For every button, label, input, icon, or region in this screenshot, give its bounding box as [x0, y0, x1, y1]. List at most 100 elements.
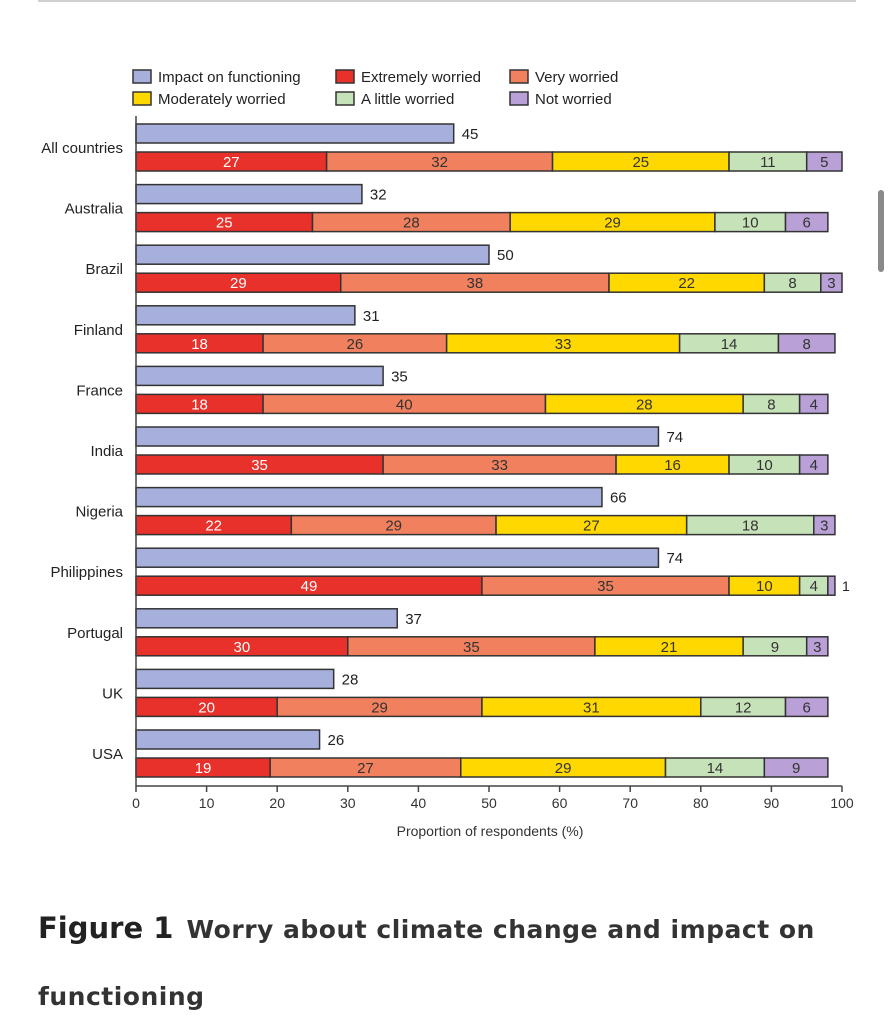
impact-bar	[135, 729, 321, 750]
segment-value-label: 35	[251, 457, 268, 474]
segment-value-label: 5	[820, 154, 828, 171]
segment-value-label: 6	[803, 699, 811, 716]
category-label: Australia	[65, 201, 124, 218]
impact-value-label: 32	[370, 187, 387, 204]
category-label: All countries	[41, 140, 123, 157]
segment-not-worried	[798, 454, 829, 475]
chart-legend: Impact on functioning Extremely worried Ve…	[132, 69, 618, 108]
segment-value-label: 18	[742, 518, 759, 535]
impact-value-label: 66	[610, 490, 627, 507]
impact-bar	[135, 244, 490, 265]
impact-value-label: 28	[342, 671, 359, 688]
segment-value-label: 6	[803, 215, 811, 232]
impact-value-label: 50	[497, 247, 514, 264]
segment-not-worried	[763, 757, 829, 778]
stacked-bar-chart: Impact on functioning Extremely worried Ve…	[41, 69, 854, 839]
segment-not-worried	[820, 272, 843, 293]
figure-label: Figure 1	[38, 911, 174, 945]
legend-swatch-not-worried	[509, 91, 529, 106]
segment-value-label: 35	[463, 639, 480, 656]
legend-swatch-impact-on-functioning	[132, 69, 152, 84]
segment-value-label: 9	[771, 639, 779, 656]
segment-value-label: 14	[707, 760, 724, 777]
segment-value-label: 27	[357, 760, 374, 777]
segment-value-label: 4	[810, 396, 818, 413]
impact-bar	[135, 608, 398, 629]
chart-bars: All countries 45 27 32 25 11 5 Australia 32 25 28 2…	[41, 123, 850, 778]
top-divider	[38, 0, 856, 2]
legend-swatch-extremely-worried	[335, 69, 355, 84]
bar-group-usa: USA 26 19 27 29 14 9	[92, 729, 829, 778]
category-label: Finland	[74, 322, 123, 339]
legend-label-very-worried: Very worried	[535, 69, 618, 86]
legend-label-extremely-worried: Extremely worried	[361, 69, 481, 86]
impact-value-label: 35	[391, 368, 408, 385]
impact-value-label: 74	[666, 550, 683, 567]
segment-value-label: 27	[223, 154, 240, 171]
legend-label-a-little-worried: A little worried	[361, 91, 454, 108]
segment-not-worried	[827, 575, 836, 596]
bar-group-portugal: Portugal 37 30 35 21 9 3	[67, 608, 829, 657]
category-label: France	[76, 382, 123, 399]
segment-value-label: 35	[597, 578, 614, 595]
impact-bar	[135, 183, 363, 205]
bar-group-france: France 35 18 40 28 8 4	[76, 365, 829, 415]
legend-swatch-very-worried	[509, 69, 529, 84]
segment-value-label: 29	[385, 518, 402, 535]
bar-group-all-countries: All countries 45 27 32 25 11 5	[41, 123, 843, 172]
legend-swatch-a-little-worried	[335, 91, 355, 106]
segment-value-label: 18	[191, 396, 208, 413]
segment-value-label: 22	[678, 275, 695, 292]
segment-value-label: 28	[636, 396, 653, 413]
segment-value-label: 18	[191, 336, 208, 353]
legend-label-impact-on-functioning: Impact on functioning	[158, 69, 301, 86]
segment-value-label: 32	[431, 154, 448, 171]
segment-value-label: 19	[195, 760, 212, 777]
impact-value-label: 45	[462, 126, 479, 143]
segment-value-label: 10	[756, 578, 773, 595]
bar-group-nigeria: Nigeria 66 22 29 27 18 3	[75, 486, 836, 536]
x-tick-label: 50	[481, 795, 497, 811]
impact-bar	[135, 365, 384, 387]
segment-value-label: 29	[604, 215, 621, 232]
segment-not-worried	[784, 211, 829, 233]
x-axis: 0 10 20 30 40 50 60 70 80 90 100	[132, 116, 854, 811]
segment-not-worried	[784, 696, 829, 718]
figure-caption: Figure 1 Worry about climate change and …	[38, 896, 838, 1032]
segment-value-label: 8	[767, 396, 775, 413]
segment-value-label: 3	[827, 275, 835, 292]
segment-value-label: 25	[632, 154, 649, 171]
segment-value-label: 8	[803, 336, 811, 353]
x-tick-label: 80	[693, 795, 709, 811]
legend-label-not-worried: Not worried	[535, 91, 612, 108]
segment-value-label: 4	[810, 578, 818, 595]
segment-value-label: 21	[661, 639, 678, 656]
segment-value-label: 12	[735, 699, 752, 716]
segment-not-worried	[805, 636, 829, 657]
bar-group-brazil: Brazil 50 29 38 22 8 3	[85, 244, 843, 293]
scrollbar-thumb[interactable]	[878, 190, 884, 272]
x-tick-label: 60	[552, 795, 568, 811]
segment-value-label: 10	[742, 215, 759, 232]
segment-value-label: 16	[664, 457, 681, 474]
segment-value-label: 31	[583, 699, 600, 716]
segment-not-worried	[798, 393, 829, 415]
x-tick-label: 0	[132, 795, 140, 811]
category-label: UK	[102, 685, 123, 702]
category-label: Brazil	[85, 261, 123, 278]
category-label: USA	[92, 746, 123, 763]
segment-value-label: 40	[396, 396, 413, 413]
bar-group-uk: UK 28 20 29 31 12 6	[102, 668, 829, 718]
segment-value-label: 25	[216, 215, 233, 232]
impact-value-label: 74	[666, 429, 683, 446]
bar-group-australia: Australia 32 25 28 29 10 6	[65, 183, 829, 233]
bar-group-philippines: Philippines 74 49 35 10 4 1	[50, 547, 850, 596]
segment-not-worried	[813, 514, 836, 536]
category-label: Philippines	[50, 564, 123, 581]
x-tick-label: 20	[269, 795, 285, 811]
bar-group-india: India 74 35 33 16 10 4	[90, 426, 829, 475]
x-tick-label: 10	[199, 795, 215, 811]
segment-value-label: 3	[813, 639, 821, 656]
segment-value-label: 30	[234, 639, 251, 656]
segment-value-label: 29	[230, 275, 247, 292]
